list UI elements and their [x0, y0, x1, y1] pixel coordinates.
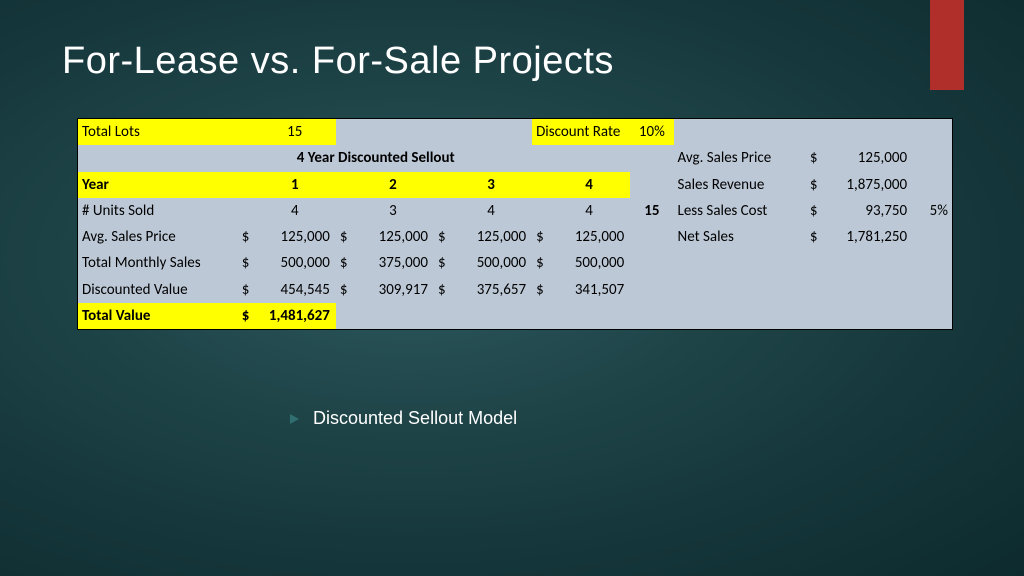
year-label: Year — [78, 172, 238, 198]
total-label: Total Value — [78, 303, 238, 329]
accent-bar — [930, 0, 964, 90]
side-revenue-label: Sales Revenue — [674, 172, 806, 198]
monthly-row: Total Monthly Sales $500,000 $375,000 $5… — [78, 250, 952, 276]
side-less-cost-label: Less Sales Cost — [674, 198, 806, 224]
avg-price-row: Avg. Sales Price $125,000 $125,000 $125,… — [78, 224, 952, 250]
sellout-table: Total Lots 15 Discount Rate 10% 4 Year D… — [77, 118, 953, 330]
side-net-sales: 1,781,250 — [822, 224, 913, 250]
side-less-cost: 93,750 — [822, 198, 913, 224]
section-row: 4 Year Discounted Sellout Avg. Sales Pri… — [78, 145, 952, 171]
year-header-row: Year 1 2 3 4 Sales Revenue $ 1,875,000 — [78, 172, 952, 198]
total-lots-label: Total Lots — [78, 119, 238, 145]
discount-rate-label: Discount Rate — [532, 119, 630, 145]
discounted-row: Discounted Value $454,545 $309,917 $375,… — [78, 277, 952, 303]
total-value: 1,481,627 — [254, 303, 336, 329]
caption-text: Discounted Sellout Model — [313, 408, 517, 429]
side-avg-price-label: Avg. Sales Price — [674, 145, 806, 171]
bullet-icon — [290, 414, 299, 424]
header-row: Total Lots 15 Discount Rate 10% — [78, 119, 952, 145]
total-lots-value: 15 — [254, 119, 336, 145]
caption: Discounted Sellout Model — [290, 408, 517, 429]
units-label: # Units Sold — [78, 198, 238, 224]
units-total: 15 — [630, 198, 673, 224]
units-row: # Units Sold 4 3 4 4 15 Less Sales Cost … — [78, 198, 952, 224]
side-revenue: 1,875,000 — [822, 172, 913, 198]
section-title: 4 Year Discounted Sellout — [78, 145, 674, 171]
discount-rate-value: 10% — [630, 119, 673, 145]
side-net-sales-label: Net Sales — [674, 224, 806, 250]
side-avg-price: 125,000 — [822, 145, 913, 171]
total-row: Total Value $ 1,481,627 — [78, 303, 952, 329]
side-less-cost-pct: 5% — [913, 198, 952, 224]
page-title: For-Lease vs. For-Sale Projects — [62, 40, 614, 83]
